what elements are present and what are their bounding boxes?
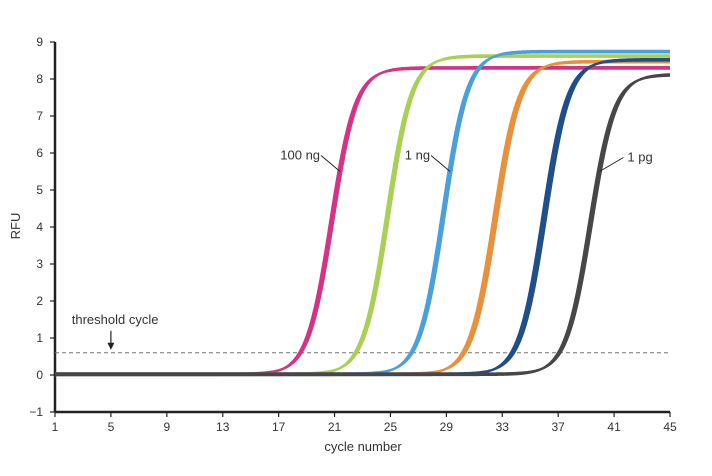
x-tick-label: 21 (328, 420, 342, 434)
series-line (55, 60, 670, 376)
x-tick-label: 25 (384, 420, 398, 434)
x-tick-label: 17 (272, 420, 286, 434)
series-2 (55, 54, 670, 377)
y-tick-label: 0 (36, 368, 43, 382)
series-line (55, 55, 670, 377)
x-tick-label: 33 (496, 420, 510, 434)
series-label: 1 ng (405, 148, 430, 163)
y-tick-label: 6 (36, 146, 43, 160)
series-4 (55, 59, 670, 377)
x-tick-label: 29 (440, 420, 454, 434)
series-line (55, 73, 671, 375)
label-leader (430, 155, 451, 172)
x-tick-label: 37 (552, 420, 566, 434)
series-line (55, 66, 670, 376)
x-tick-label: 9 (163, 420, 170, 434)
y-tick-label: −1 (29, 405, 43, 419)
y-tick-label: 3 (36, 257, 43, 271)
x-tick-label: 5 (108, 420, 115, 434)
y-tick-label: 8 (36, 72, 43, 86)
y-axis-label: RFU (8, 213, 23, 240)
series-line (55, 66, 670, 375)
y-tick-label: 1 (36, 331, 43, 345)
y-tick-label: 5 (36, 183, 43, 197)
series-line (55, 74, 671, 377)
x-tick-label: 1 (52, 420, 59, 434)
series-6 (55, 73, 671, 377)
threshold-label: threshold cycle (72, 312, 159, 327)
label-leader (599, 157, 624, 172)
y-tick-label: 7 (36, 109, 43, 123)
label-leader (320, 155, 341, 172)
series-line (55, 58, 670, 376)
series-label: 100 ng (280, 148, 320, 163)
y-tick-label: 9 (36, 35, 43, 49)
x-tick-label: 13 (216, 420, 230, 434)
series-5 (55, 57, 670, 377)
curves (55, 49, 671, 377)
x-tick-label: 45 (663, 420, 677, 434)
y-tick-label: 2 (36, 294, 43, 308)
x-tick-label: 41 (607, 420, 621, 434)
annotations: 100 ng 1 ng 1 pg (280, 148, 653, 172)
y-tick-label: 4 (36, 220, 43, 234)
x-axis-label: cycle number (324, 439, 402, 454)
series-line (55, 67, 670, 377)
series-line (55, 73, 671, 376)
series-1 (55, 66, 670, 377)
series-line (55, 61, 670, 377)
threshold-arrowhead (107, 342, 115, 350)
threshold-group: threshold cycle (55, 312, 670, 354)
series-line (55, 59, 670, 377)
series-label: 1 pg (627, 150, 652, 165)
